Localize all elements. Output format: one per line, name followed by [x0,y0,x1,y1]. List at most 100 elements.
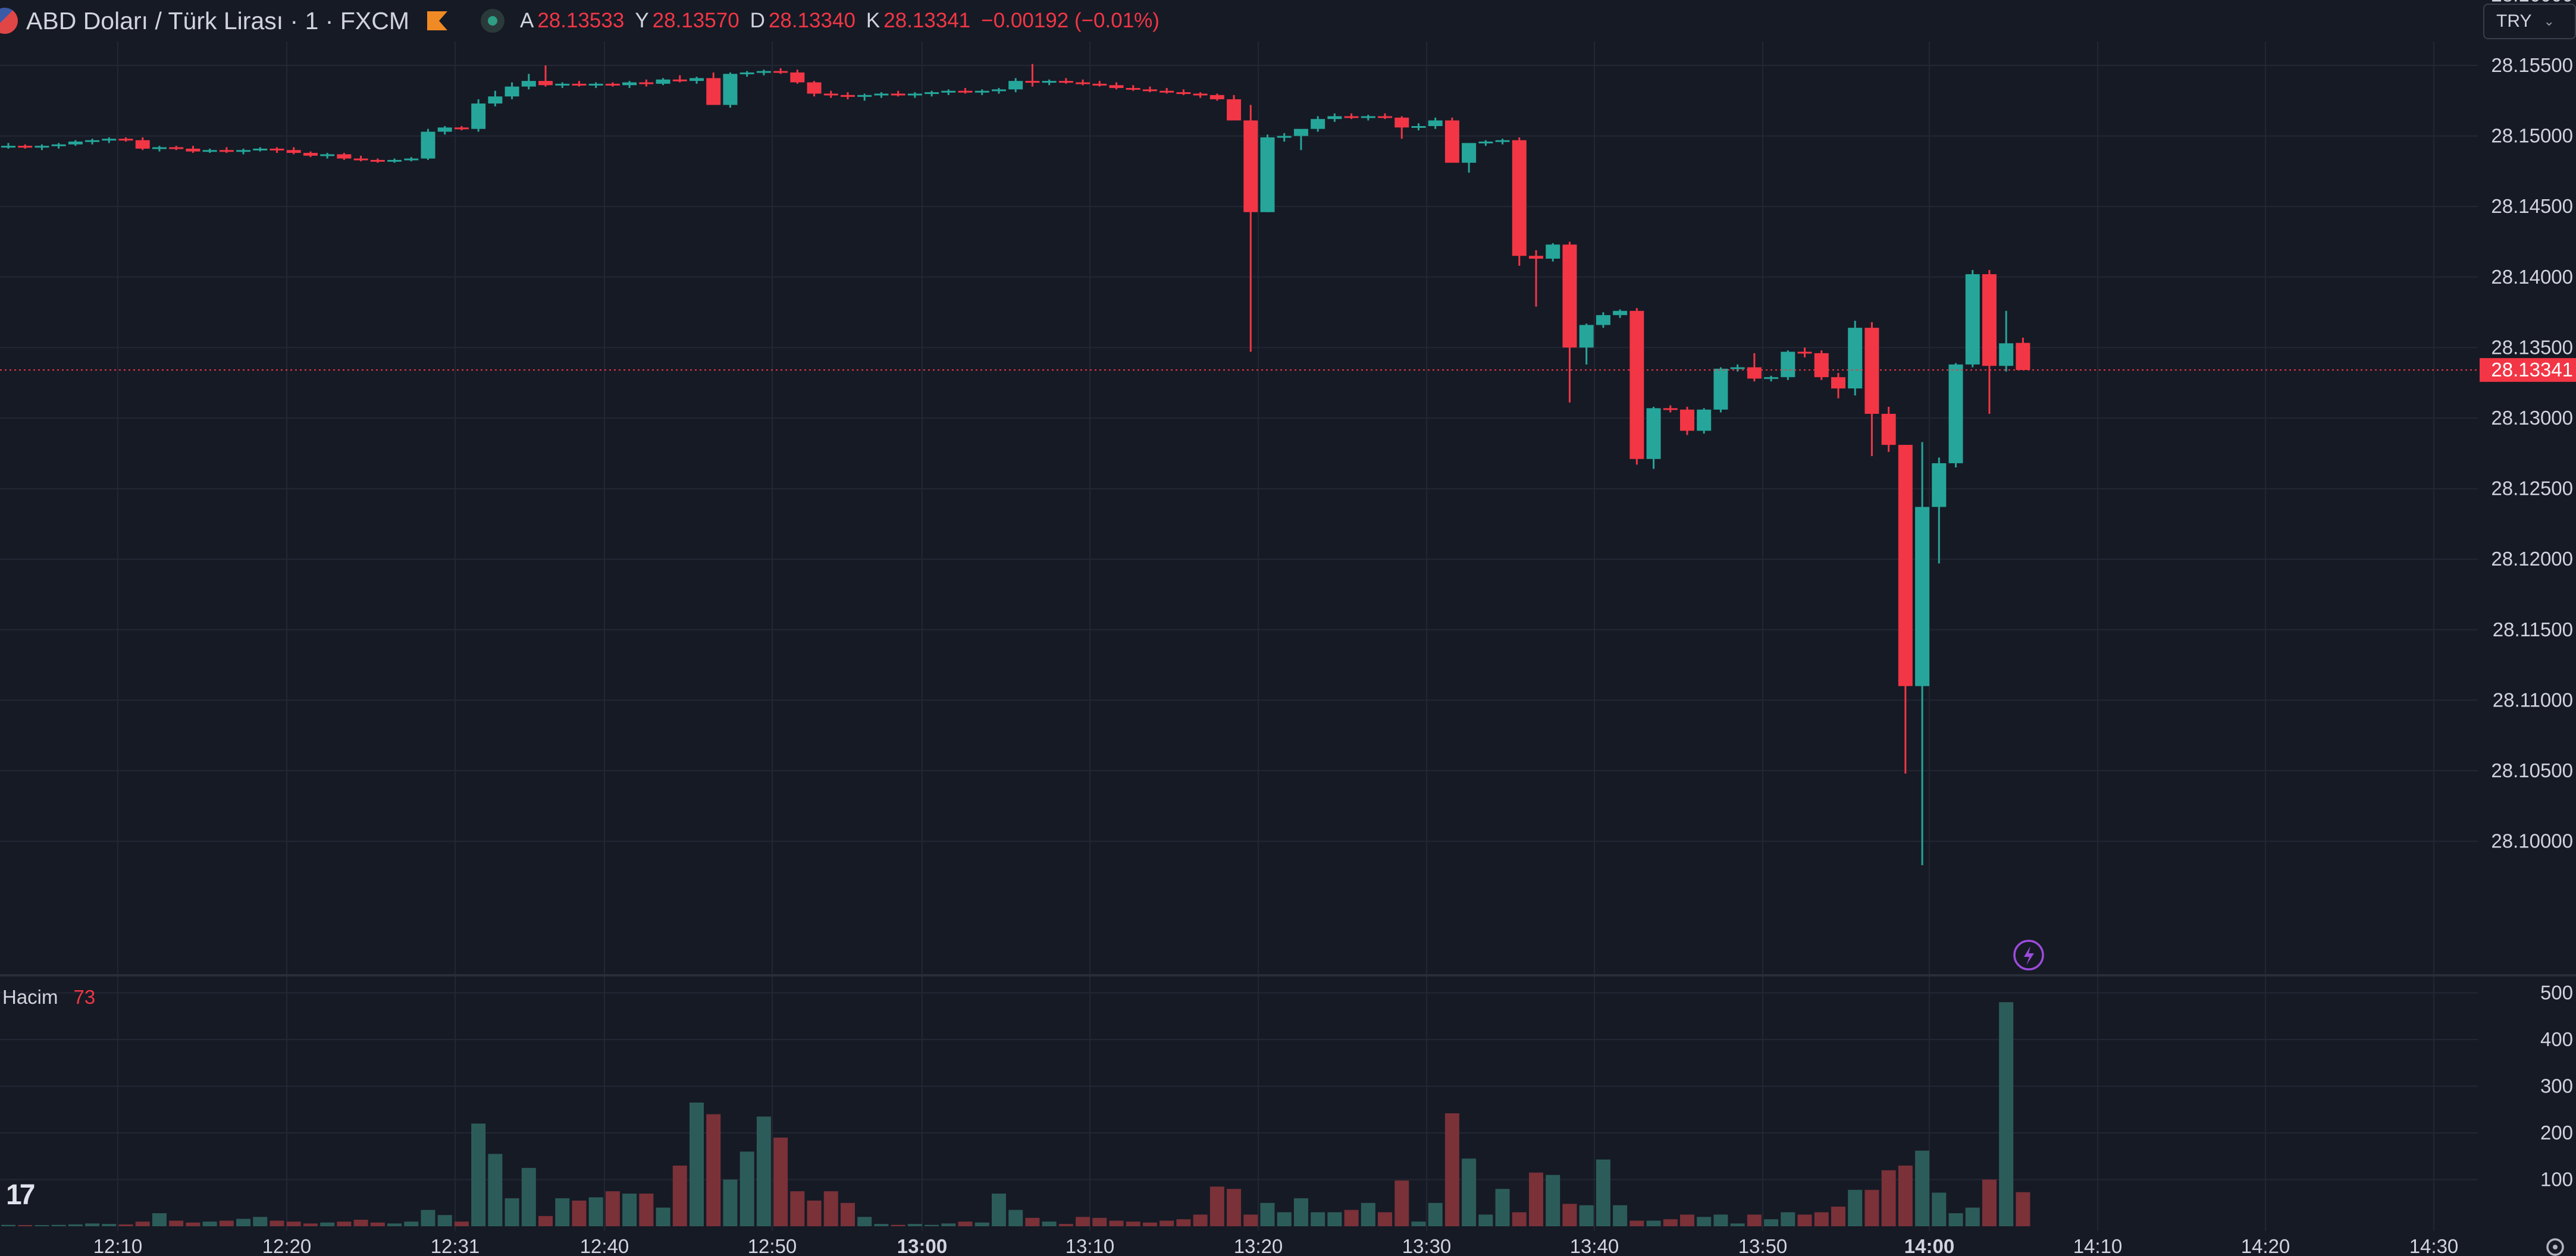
volume-bar [1126,1222,1140,1226]
candle-body [1646,408,1661,459]
candle-body [1361,116,1375,118]
price-tick-label: 28.11000 [2493,689,2573,711]
candle-body [1814,353,1829,378]
volume-bar [1209,1186,1224,1226]
volume-bar [1109,1220,1124,1226]
volume-bar [404,1222,419,1226]
candle-body [1092,83,1107,86]
volume-bar [202,1222,217,1226]
candle-body [1076,82,1090,84]
candle-body [891,93,905,96]
volume-bar [555,1198,570,1226]
candle-body [907,93,922,96]
time-tick-label: 13:00 [897,1235,947,1256]
candle-body [1109,85,1124,88]
volume-bar [1797,1214,1812,1226]
candle-body [656,79,670,84]
candle-body [102,139,117,141]
candle-body [1378,116,1393,118]
price-change: −0.00192 (−0.01%) [981,9,1159,32]
candle-body [1982,274,1997,366]
candle-body [1209,95,1224,99]
price-axis: 28.16000 28.15500 28.15000 28.14500 28.14000… [2491,0,2573,852]
volume-bar [269,1220,284,1226]
candle-body [773,71,788,73]
volume-value: 73 [73,986,96,1008]
candle-body [588,83,603,86]
price-tick-label: 28.12000 [2491,548,2573,570]
volume-bar [471,1123,486,1226]
volume-bar [102,1224,117,1226]
volume-bar [1629,1220,1644,1226]
candle-body [1546,244,1560,259]
volume-bar [572,1200,587,1226]
candle-body [991,89,1006,92]
volume-bar [1311,1212,1325,1226]
candle-body [1142,89,1157,92]
volume-bar [337,1222,352,1226]
candle-body [1,146,15,148]
candle-body [2016,343,2030,370]
volume-bars [1,1002,2030,1226]
volume-bar [1764,1219,1779,1226]
bookmark-icon[interactable] [427,11,447,30]
volume-bar [1159,1220,1174,1226]
candle-body [1193,93,1208,96]
volume-bar [387,1223,402,1226]
candle-body [1965,274,1980,365]
currency-selector[interactable]: TRY ⌄ [2483,4,2576,39]
volume-bar [1,1224,15,1226]
volume-bar [18,1225,33,1226]
volume-bar [236,1219,251,1226]
lightning-icon[interactable] [2013,940,2044,971]
candle-body [68,142,83,145]
last-price-marker: 28.13341 [0,358,2576,382]
volume-bar [756,1116,771,1226]
volume-bar [1562,1204,1577,1226]
volume-bar [1076,1217,1090,1226]
volume-bar [320,1222,335,1226]
volume-bar [1227,1189,1242,1226]
candle-body [1428,120,1443,126]
volume-bar [1747,1214,1762,1226]
symbol-title[interactable]: ABD Doları / Türk Lirası · 1 · FXCM [26,7,409,34]
volume-bar [1008,1210,1023,1226]
candle-body [739,72,754,74]
volume-bar [807,1200,822,1226]
candle-body [219,150,234,152]
volume-bar [118,1224,133,1226]
ohlc-low: D 28.13340 [750,9,855,32]
candle-body [1344,116,1359,118]
candle-body [353,158,368,161]
candle-body [1831,377,1845,389]
tradingview-logo[interactable]: 17 [6,1179,35,1211]
volume-bar [639,1194,654,1226]
volume-bar [1831,1207,1845,1226]
price-tick-label: 28.16000 [2491,0,2573,5]
volume-bar [925,1224,939,1226]
candle-body [1764,377,1779,379]
volume-bar [454,1222,469,1226]
candle-body [572,83,587,86]
candle-body [1881,413,1896,445]
volume-bar [1411,1222,1426,1226]
ohlc-open: A 28.13533 [519,9,625,32]
market-status-icon[interactable] [480,9,504,33]
volume-bar [1293,1198,1308,1226]
volume-bar [991,1194,1006,1226]
volume-bar [690,1102,704,1226]
volume-bar [1193,1214,1208,1226]
volume-bar [605,1191,620,1226]
volume-bar [1663,1219,1678,1226]
candle-body [1394,117,1409,128]
candle-body [236,150,251,152]
candle-body [118,139,133,141]
candle-body [1243,120,1258,212]
time-tick-label: 13:10 [1066,1235,1115,1256]
volume-bar [1848,1189,1863,1226]
volume-bar [68,1224,83,1226]
settings-gear-icon[interactable] [2546,1238,2564,1256]
candle-body [1797,351,1812,354]
